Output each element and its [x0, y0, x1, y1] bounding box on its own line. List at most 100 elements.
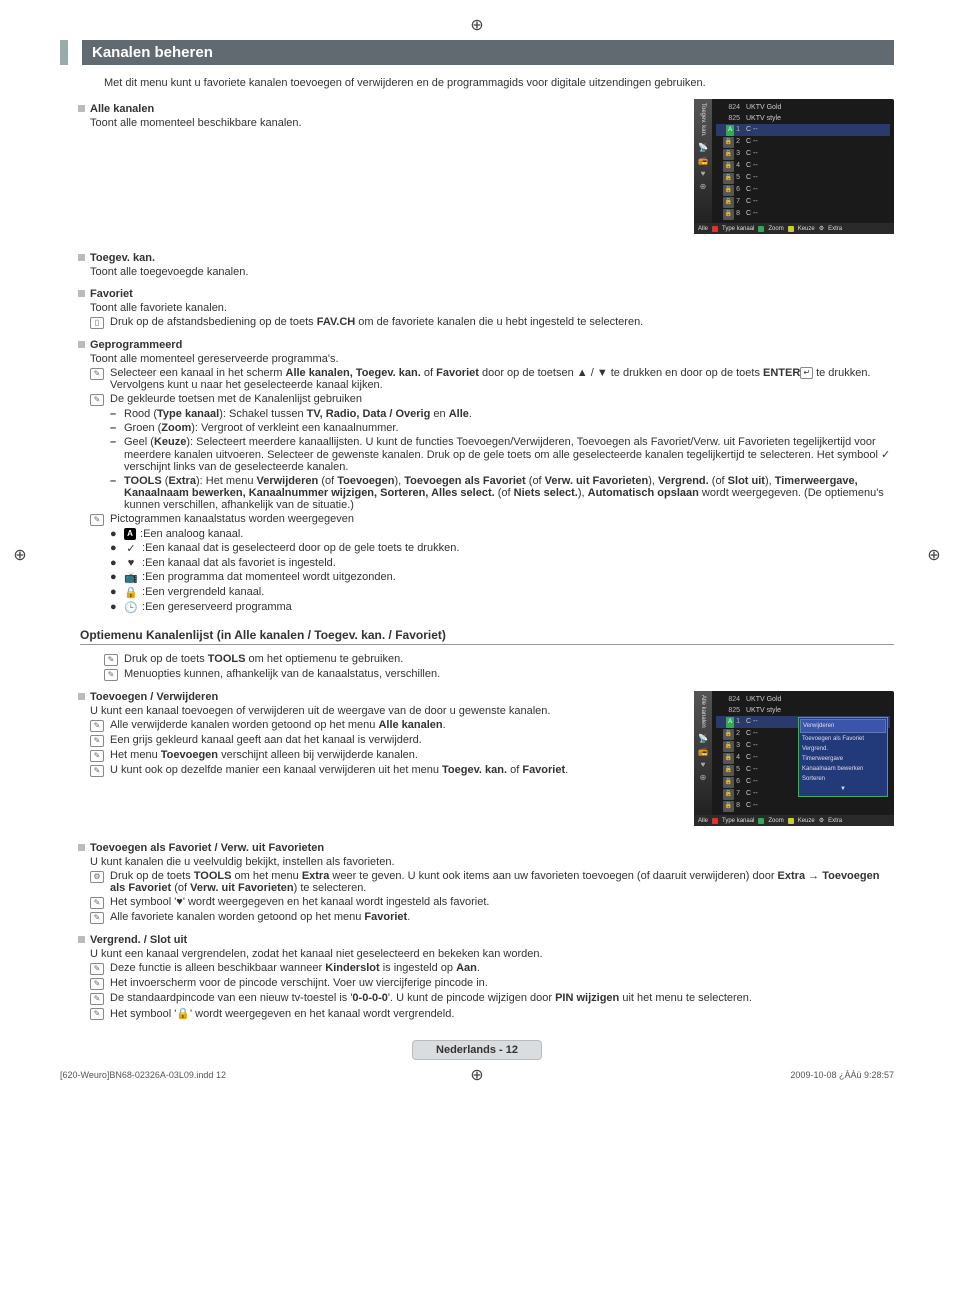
t: Druk op de toets TOOLS om het menu Extra… — [110, 870, 894, 894]
t: Deze functie is alleen beschikbaar wanne… — [110, 962, 894, 974]
tb: Extra — [778, 870, 806, 882]
t: Het invoerscherm voor de pincode verschi… — [110, 977, 894, 989]
t: Deze functie is alleen beschikbaar wanne… — [110, 962, 325, 974]
print-mark-bottom: ⊕ — [467, 1065, 487, 1085]
note-icon: ✎ — [90, 963, 104, 975]
remote-icon: ▯ — [90, 317, 104, 329]
tb: TV, Radio, Data / Overig — [307, 408, 431, 420]
section-title: Vergrend. / Slot uit — [90, 934, 894, 946]
note-icon: ✎ — [104, 669, 118, 681]
t: Het menu Toevoegen verschijnt alleen bij… — [110, 749, 670, 761]
tb: Favoriet — [364, 911, 407, 923]
t: ): Vergroot of verkleint een kanaalnumme… — [191, 422, 398, 434]
tb: Alle — [449, 408, 469, 420]
t: (of — [495, 487, 514, 499]
note-icon: ✎ — [90, 720, 104, 732]
note-icon: ✎ — [90, 394, 104, 406]
note-icon: ✎ — [90, 993, 104, 1005]
bullet: ● — [110, 557, 124, 569]
section-title: Toegev. kan. — [90, 252, 894, 264]
section-toegev-kan: Toegev. kan. Toont alle toegevoegde kana… — [90, 252, 894, 278]
icon-item-heart: ● ♥ : Een kanaal dat als favoriet is ing… — [110, 557, 894, 569]
dash: – — [110, 408, 124, 420]
t: . — [407, 911, 410, 923]
tb: TOOLS — [194, 870, 232, 882]
txt: Druk op de afstandsbediening op de toets — [110, 316, 317, 328]
t: De standaardpincode van een nieuw tv-toe… — [110, 992, 352, 1004]
t: . — [477, 962, 480, 974]
context-more: ▼ — [802, 784, 884, 794]
note-line: ✎ Alle favoriete kanalen worden getoond … — [90, 911, 894, 924]
dash: – — [110, 422, 124, 434]
t: '. U kunt de pincode wijzigen door — [388, 992, 555, 1004]
note-text: Menuopties kunnen, afhankelijk van de ka… — [124, 668, 894, 680]
t: . — [443, 719, 446, 731]
note-icon: ✎ — [90, 1008, 104, 1020]
tb: Automatisch opslaan — [588, 487, 699, 499]
note-icon: ✎ — [90, 735, 104, 747]
tb: Kinderslot — [325, 962, 379, 974]
tv-footer-all: Alle — [698, 818, 708, 824]
t: (of — [318, 475, 337, 487]
icon-item-check: ● ✓ : Een kanaal dat is geselecteerd doo… — [110, 542, 894, 555]
section-bullet — [78, 844, 85, 851]
tv-footer-yellow: Keuze — [798, 818, 815, 824]
note-icon: ✎ — [90, 897, 104, 909]
icon-item-clock: ● 🕒 : Een gereserveerd programma — [110, 601, 894, 614]
icon-item-lock: ● 🔒 : Een vergrendeld kanaal. — [110, 586, 894, 599]
bullet: ● — [110, 571, 124, 583]
note-icon: ✎ — [90, 978, 104, 990]
section-body: U kunt een kanaal toevoegen of verwijder… — [90, 705, 894, 717]
note-line: ✎ Deze functie is alleen beschikbaar wan… — [90, 962, 894, 975]
t: ), — [765, 475, 775, 487]
dtxt: TOOLS (Extra): Het menu Verwijderen (of … — [124, 475, 894, 511]
t: Geel ( — [124, 436, 154, 448]
dtxt: Rood (Type kanaal): Schakel tussen TV, R… — [124, 408, 894, 420]
remote-note: ▯ Druk op de afstandsbediening op de toe… — [90, 316, 894, 329]
section-favoriet: Favoriet Toont alle favoriete kanalen. ▯… — [90, 288, 894, 329]
green-dot — [758, 818, 764, 824]
section-toevoegen-verwijderen: Toevoegen / Verwijderen U kunt een kanaa… — [90, 691, 894, 777]
analog-badge: A — [124, 528, 136, 540]
note-line: ✎ Het symbool '🔒' wordt weergegeven en h… — [90, 1007, 894, 1020]
t: Groen ( — [124, 422, 161, 434]
t: ): Het menu — [196, 475, 257, 487]
remote-text: Druk op de afstandsbediening op de toets… — [110, 316, 894, 328]
t: (of — [709, 475, 728, 487]
note-text: De gekleurde toetsen met de Kanalenlijst… — [110, 393, 894, 405]
clock-icon: 🕒 — [124, 601, 138, 614]
t: Alle favoriete kanalen worden getoond op… — [110, 911, 894, 923]
icon-desc: Een programma dat momenteel wordt uitgez… — [145, 571, 396, 583]
red-dot — [712, 818, 718, 824]
tb: ENTER — [763, 367, 800, 379]
t: Alle favoriete kanalen worden getoond op… — [110, 911, 364, 923]
intro-text: Met dit menu kunt u favoriete kanalen to… — [104, 77, 894, 89]
t: of — [507, 764, 522, 776]
option-menu-heading: Optiemenu Kanalenlijst (in Alle kanalen … — [80, 628, 894, 645]
t: (of — [526, 475, 545, 487]
note-icon: ✎ — [90, 765, 104, 777]
t: of — [421, 367, 436, 379]
tb: TOOLS — [124, 475, 162, 487]
tool-line: ⚙ Druk op de toets TOOLS om het menu Ext… — [90, 870, 894, 894]
dash-item-yellow: – Geel (Keuze): Selecteert meerdere kana… — [110, 436, 894, 473]
note-text: Selecteer een kanaal in het scherm Alle … — [110, 367, 894, 391]
section-bullet — [78, 254, 85, 261]
note-icon: ✎ — [90, 514, 104, 526]
t: De standaardpincode van een nieuw tv-toe… — [110, 992, 894, 1004]
heading-accent-bar — [60, 40, 68, 65]
main-heading: Kanalen beheren — [82, 40, 894, 65]
section-body: Toont alle toegevoegde kanalen. — [90, 266, 894, 278]
section-title: Geprogrammeerd — [90, 339, 894, 351]
print-mark-right: ⊕ — [924, 545, 944, 565]
note-line: ✎ Selecteer een kanaal in het scherm All… — [90, 367, 894, 391]
t: Alle verwijderde kanalen worden getoond … — [110, 719, 378, 731]
txt: om de favoriete kanalen die u hebt inges… — [355, 316, 643, 328]
section-body: U kunt kanalen die u veelvuldig bekijkt,… — [90, 856, 894, 868]
option-notes: ✎ Druk op de toets TOOLS om het optiemen… — [104, 653, 894, 681]
tb: Favoriet — [436, 367, 479, 379]
t: Het symbool '🔒' wordt weergegeven en het… — [110, 1007, 894, 1020]
tb: Toevoegen als Favoriet — [404, 475, 525, 487]
footer-left: [620-Weuro]BN68-02326A-03L09.indd 12 — [60, 1070, 226, 1080]
t: Alle verwijderde kanalen worden getoond … — [110, 719, 670, 731]
